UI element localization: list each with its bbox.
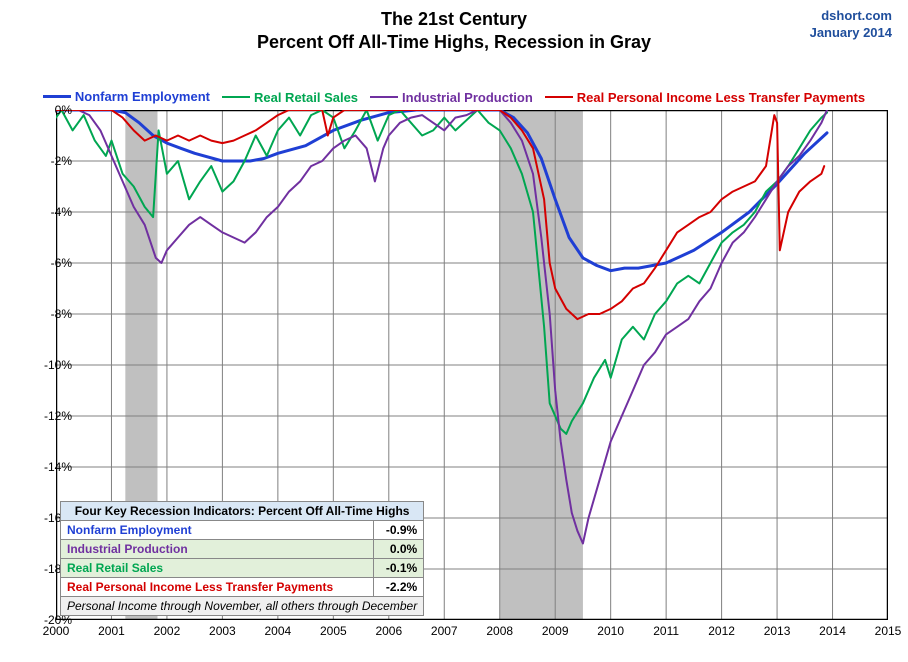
- info-table-label: Real Retail Sales: [61, 559, 374, 578]
- legend-label: Real Personal Income Less Transfer Payme…: [577, 90, 865, 105]
- x-tick-label: 2014: [819, 624, 846, 638]
- x-tick-label: 2006: [375, 624, 402, 638]
- legend-line-icon: [370, 96, 398, 98]
- x-tick-label: 2001: [98, 624, 125, 638]
- x-tick-label: 2012: [708, 624, 735, 638]
- legend-label: Real Retail Sales: [254, 90, 358, 105]
- x-tick-label: 2004: [265, 624, 292, 638]
- legend-label: Nonfarm Employment: [75, 89, 210, 104]
- x-tick-label: 2007: [431, 624, 458, 638]
- y-tick-label: -2%: [22, 154, 72, 168]
- info-table-label: Real Personal Income Less Transfer Payme…: [61, 578, 374, 597]
- x-tick-label: 2009: [542, 624, 569, 638]
- legend-line-icon: [43, 95, 71, 98]
- legend-item: Nonfarm Employment: [43, 89, 210, 104]
- x-tick-label: 2008: [486, 624, 513, 638]
- y-tick-label: -6%: [22, 256, 72, 270]
- x-tick-label: 2013: [764, 624, 791, 638]
- y-tick-label: -8%: [22, 307, 72, 321]
- info-table-header: Four Key Recession Indicators: Percent O…: [61, 502, 424, 521]
- x-tick-label: 2011: [653, 624, 679, 638]
- y-tick-label: -10%: [22, 358, 72, 372]
- chart-legend: Nonfarm Employment Real Retail Sales Indus…: [0, 86, 908, 105]
- y-tick-label: -4%: [22, 205, 72, 219]
- info-table-note: Personal Income through November, all ot…: [61, 597, 424, 616]
- chart-title: The 21st Century Percent Off All-Time Hi…: [0, 8, 908, 55]
- legend-line-icon: [222, 96, 250, 98]
- info-table: Four Key Recession Indicators: Percent O…: [60, 501, 424, 616]
- chart-container: dshort.com January 2014 The 21st Century…: [0, 0, 908, 662]
- y-tick-label: -12%: [22, 409, 72, 423]
- x-tick-label: 2015: [875, 624, 902, 638]
- x-tick-label: 2010: [597, 624, 624, 638]
- x-tick-label: 2002: [154, 624, 181, 638]
- legend-line-icon: [545, 96, 573, 98]
- legend-item: Real Personal Income Less Transfer Payme…: [545, 90, 865, 105]
- info-table-label: Nonfarm Employment: [61, 521, 374, 540]
- legend-item: Industrial Production: [370, 90, 533, 105]
- x-tick-label: 2003: [209, 624, 236, 638]
- info-table-row: Real Personal Income Less Transfer Payme…: [61, 578, 424, 597]
- y-tick-label: -14%: [22, 460, 72, 474]
- x-tick-label: 2000: [43, 624, 70, 638]
- info-table-value: -0.1%: [374, 559, 424, 578]
- info-table-value: 0.0%: [374, 540, 424, 559]
- legend-label: Industrial Production: [402, 90, 533, 105]
- title-line-2: Percent Off All-Time Highs, Recession in…: [0, 31, 908, 54]
- info-table-row: Nonfarm Employment-0.9%: [61, 521, 424, 540]
- info-table-row: Industrial Production0.0%: [61, 540, 424, 559]
- info-table-value: -0.9%: [374, 521, 424, 540]
- info-table-row: Real Retail Sales-0.1%: [61, 559, 424, 578]
- y-tick-label: 0%: [22, 103, 72, 117]
- info-table-label: Industrial Production: [61, 540, 374, 559]
- x-tick-label: 2005: [320, 624, 347, 638]
- info-table-value: -2.2%: [374, 578, 424, 597]
- legend-item: Real Retail Sales: [222, 90, 358, 105]
- title-line-1: The 21st Century: [0, 8, 908, 31]
